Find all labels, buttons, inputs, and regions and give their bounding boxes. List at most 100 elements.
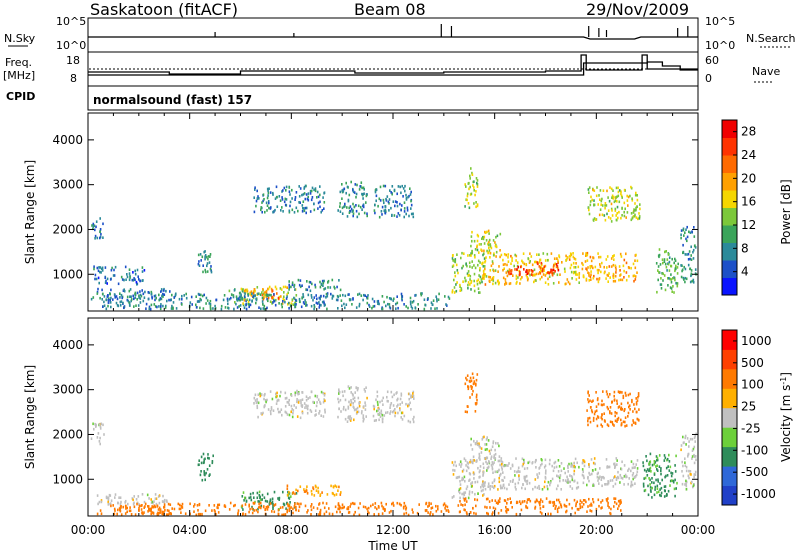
echo-cell bbox=[538, 487, 541, 490]
echo-cell bbox=[593, 217, 596, 220]
echo-cell bbox=[403, 414, 406, 418]
echo-cell bbox=[523, 458, 525, 462]
echo-cell bbox=[140, 508, 143, 511]
echo-cell bbox=[169, 503, 172, 506]
echo-cell bbox=[551, 273, 554, 277]
echo-cell bbox=[468, 261, 471, 265]
echo-cell bbox=[286, 400, 289, 404]
echo-cell bbox=[100, 267, 103, 271]
echo-cell bbox=[209, 473, 211, 476]
echo-cell bbox=[485, 460, 487, 464]
echo-cell bbox=[690, 258, 693, 261]
echo-cell bbox=[365, 201, 367, 204]
echo-cell bbox=[299, 485, 302, 488]
echo-cell bbox=[526, 272, 529, 275]
echo-cell bbox=[345, 181, 347, 185]
echo-cell bbox=[347, 506, 349, 509]
echo-cell bbox=[682, 474, 685, 478]
echo-cell bbox=[161, 294, 163, 298]
echo-cell bbox=[466, 512, 468, 516]
echo-cell bbox=[526, 479, 529, 483]
echo-cell bbox=[471, 393, 473, 396]
echo-cell bbox=[661, 258, 664, 261]
echo-cell bbox=[513, 264, 515, 268]
echo-cell bbox=[503, 253, 506, 256]
echo-cell bbox=[687, 455, 689, 458]
echo-cell bbox=[97, 502, 99, 506]
echo-cell bbox=[637, 217, 639, 221]
echo-cell bbox=[617, 470, 619, 474]
echo-cell bbox=[92, 227, 94, 231]
echo-cell bbox=[687, 252, 690, 256]
echo-cell bbox=[509, 497, 511, 500]
echo-cell bbox=[477, 234, 480, 238]
echo-cell bbox=[663, 485, 666, 488]
echo-cell bbox=[209, 307, 212, 310]
echo-cell bbox=[257, 195, 259, 198]
echo-cell bbox=[209, 267, 212, 271]
echo-cell bbox=[485, 239, 488, 242]
echo-cell bbox=[507, 253, 510, 256]
echo-cell bbox=[632, 421, 635, 424]
echo-cell bbox=[282, 502, 285, 506]
echo-cell bbox=[521, 259, 523, 263]
echo-cell bbox=[672, 285, 674, 288]
echo-cell bbox=[310, 198, 313, 202]
echo-cell bbox=[253, 509, 255, 512]
echo-cell bbox=[484, 283, 487, 286]
echo-cell bbox=[469, 278, 471, 281]
echo-cell bbox=[368, 305, 371, 308]
echo-cell bbox=[636, 417, 639, 421]
echo-cell bbox=[299, 187, 302, 190]
echo-cell bbox=[252, 291, 255, 295]
echo-cell bbox=[405, 511, 408, 515]
echo-cell bbox=[479, 275, 482, 279]
echo-cell bbox=[587, 400, 590, 404]
echo-cell bbox=[479, 268, 481, 272]
echo-cell bbox=[155, 296, 157, 300]
echo-cell bbox=[110, 499, 113, 502]
echo-cell bbox=[632, 419, 634, 422]
echo-cell bbox=[365, 194, 368, 198]
echo-cell bbox=[297, 489, 299, 493]
echo-cell bbox=[632, 211, 635, 214]
echo-cell bbox=[328, 512, 331, 516]
echo-cell bbox=[391, 502, 393, 506]
echo-cell bbox=[668, 256, 671, 259]
echo-cell bbox=[338, 390, 341, 394]
echo-cell bbox=[262, 292, 265, 296]
echo-cell bbox=[363, 192, 365, 195]
echo-cell bbox=[280, 295, 282, 298]
echo-cell bbox=[631, 197, 633, 200]
echo-cell bbox=[475, 201, 477, 204]
echo-cell bbox=[310, 390, 313, 393]
echo-cell bbox=[195, 513, 198, 517]
echo-cell bbox=[99, 436, 101, 440]
echo-cell bbox=[175, 292, 177, 296]
echo-cell bbox=[477, 466, 479, 470]
echo-cell bbox=[139, 279, 141, 283]
x-tick-label: 12:00 bbox=[376, 523, 411, 537]
echo-cell bbox=[271, 500, 274, 504]
echo-cell bbox=[140, 294, 143, 298]
echo-cell bbox=[290, 404, 293, 408]
echo-cell bbox=[437, 298, 440, 301]
echo-cell bbox=[210, 265, 212, 268]
echo-cell bbox=[685, 487, 688, 491]
echo-cell bbox=[462, 504, 464, 507]
echo-cell bbox=[464, 205, 466, 208]
echo-cell bbox=[147, 505, 150, 508]
echo-cell bbox=[486, 506, 488, 509]
echo-cell bbox=[517, 470, 520, 473]
echo-cell bbox=[143, 500, 146, 504]
echo-cell bbox=[492, 441, 494, 445]
echo-cell bbox=[90, 297, 93, 301]
echo-cell bbox=[684, 253, 687, 256]
echo-cell bbox=[628, 266, 630, 270]
echo-cell bbox=[514, 482, 517, 486]
echo-cell bbox=[479, 469, 481, 472]
echo-cell bbox=[359, 502, 361, 505]
echo-cell bbox=[294, 391, 297, 395]
echo-cell bbox=[477, 278, 480, 281]
echo-cell bbox=[589, 473, 591, 476]
